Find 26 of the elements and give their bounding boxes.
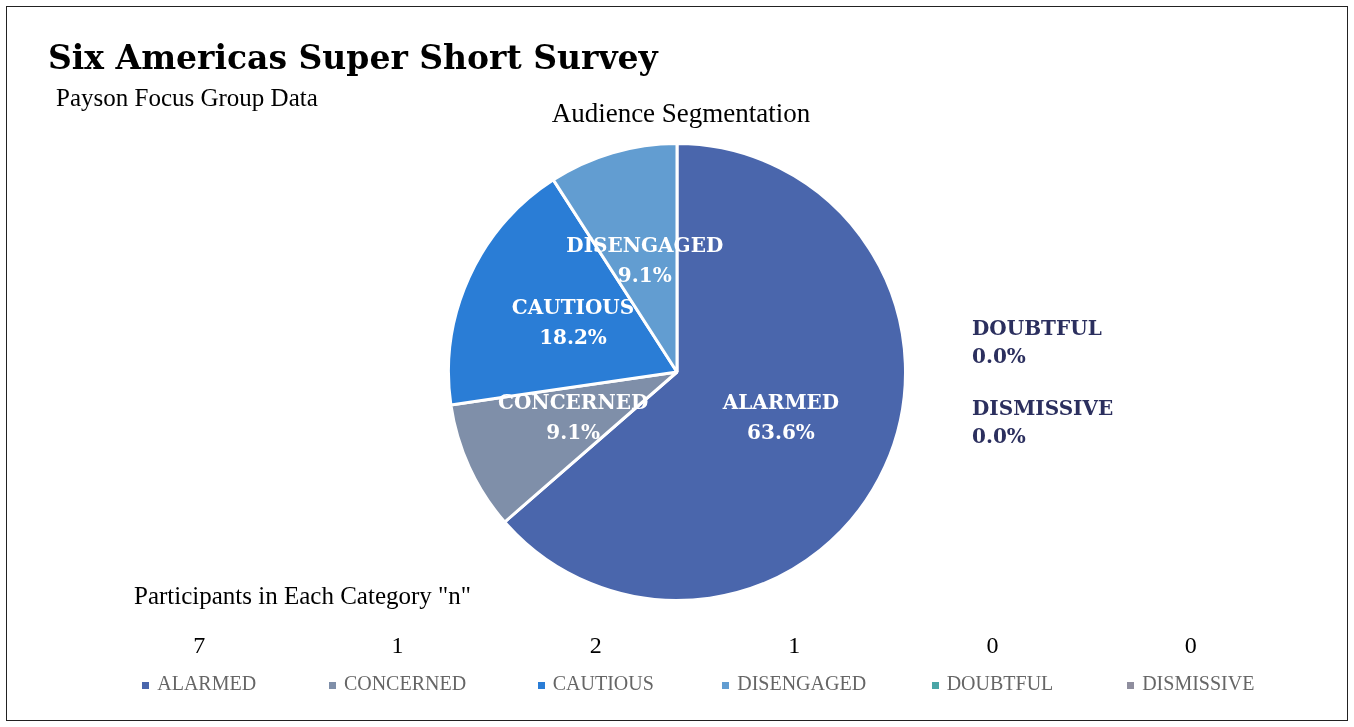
text: 7 [192, 632, 207, 660]
text: 1 [787, 632, 802, 660]
text: 0.0% [972, 424, 1026, 449]
chart-title: Six Americas Super Short Survey [48, 38, 658, 77]
slice-label: CAUTIOUS [511, 294, 635, 319]
category-label: DOUBTFUL [972, 316, 1102, 341]
text: Audience Segmentation [551, 98, 811, 128]
text: 0.0% [972, 344, 1026, 369]
text: 1 [390, 632, 405, 660]
data-label: 63.6% [747, 419, 815, 444]
data-label: 18.2% [539, 324, 607, 349]
legend-label: ALARMED [156, 672, 258, 695]
legend-label: DOUBTFUL [945, 672, 1055, 695]
data-label: 9.1% [546, 419, 601, 444]
text: Participants in Each Category "n" [134, 582, 471, 610]
data-label: 9.1% [617, 262, 672, 287]
category-label: DISMISSIVE [972, 396, 1114, 421]
text: 2 [588, 632, 603, 660]
slice-label: ALARMED [721, 389, 840, 414]
text: 0 [985, 632, 1000, 660]
text: 0 [1183, 632, 1198, 660]
legend-label: DISENGAGED [736, 672, 868, 695]
chart-subtitle: Payson Focus Group Data [56, 84, 318, 112]
legend-label: CONCERNED [342, 672, 468, 695]
legend-label: CAUTIOUS [551, 672, 655, 695]
legend-label: DISMISSIVE [1141, 672, 1256, 695]
